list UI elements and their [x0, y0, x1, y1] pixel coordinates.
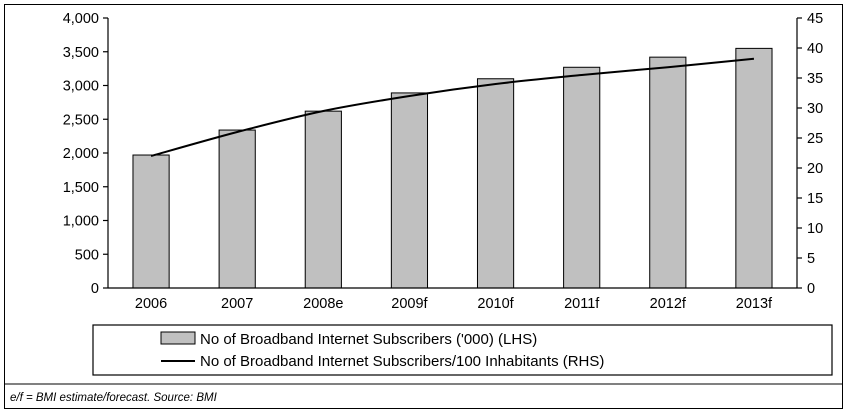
right-tick-label: 20	[807, 161, 823, 177]
right-tick-label: 25	[807, 131, 823, 147]
left-tick-label: 1,000	[63, 214, 99, 230]
x-tick-label: 2006	[135, 296, 167, 312]
x-tick-label: 2007	[221, 296, 253, 312]
bar	[649, 56, 687, 289]
left-y-axis: 0 500 1,000 1,500 2,000 2,500 3,000 3,500 4,000	[63, 11, 109, 297]
bar	[735, 47, 773, 289]
x-tick-label: 2010f	[477, 296, 514, 312]
left-tick-label: 3,000	[63, 79, 99, 95]
line-series	[150, 57, 755, 157]
right-tick-label: 15	[807, 191, 823, 207]
bar	[132, 154, 170, 289]
legend-box	[92, 324, 833, 376]
right-tick-label: 40	[807, 41, 823, 57]
bar	[304, 110, 342, 289]
x-axis: 2006 2007 2008e 2009f 2010f 2011f 2012f 2013f	[108, 287, 797, 312]
bar	[218, 129, 256, 289]
right-tick-label: 10	[807, 221, 823, 237]
right-tick-label: 35	[807, 71, 823, 87]
x-tick-label: 2013f	[736, 296, 773, 312]
right-y-axis: 0 5 10 15 20 25 30 35 40 45	[796, 11, 823, 297]
line-path	[150, 57, 755, 157]
bar	[390, 92, 429, 289]
x-tick-label: 2008e	[303, 296, 343, 312]
left-tick-label: 4,000	[63, 11, 99, 27]
bar	[476, 78, 515, 289]
x-tick-label: 2012f	[650, 296, 687, 312]
left-tick-label: 2,500	[63, 112, 99, 128]
legend-bar-swatch	[160, 331, 196, 345]
x-tick-label: 2009f	[391, 296, 428, 312]
left-tick-label: 0	[91, 281, 99, 297]
bar	[563, 66, 601, 289]
x-tick-label: 2011f	[564, 296, 600, 312]
left-tick-label: 500	[75, 247, 99, 263]
left-tick-label: 2,000	[63, 146, 99, 162]
left-tick-label: 3,500	[63, 45, 99, 61]
legend-bar-label: No of Broadband Internet Subscribers ('0…	[200, 331, 537, 348]
legend-line-label: No of Broadband Internet Subscribers/100…	[200, 353, 604, 370]
right-tick-label: 5	[807, 251, 815, 267]
right-tick-label: 45	[807, 11, 823, 27]
right-tick-label: 0	[807, 281, 815, 297]
bar-series	[132, 47, 773, 289]
right-tick-label: 30	[807, 101, 823, 117]
left-tick-label: 1,500	[63, 180, 99, 196]
footnote: e/f = BMI estimate/forecast. Source: BMI	[10, 392, 218, 404]
